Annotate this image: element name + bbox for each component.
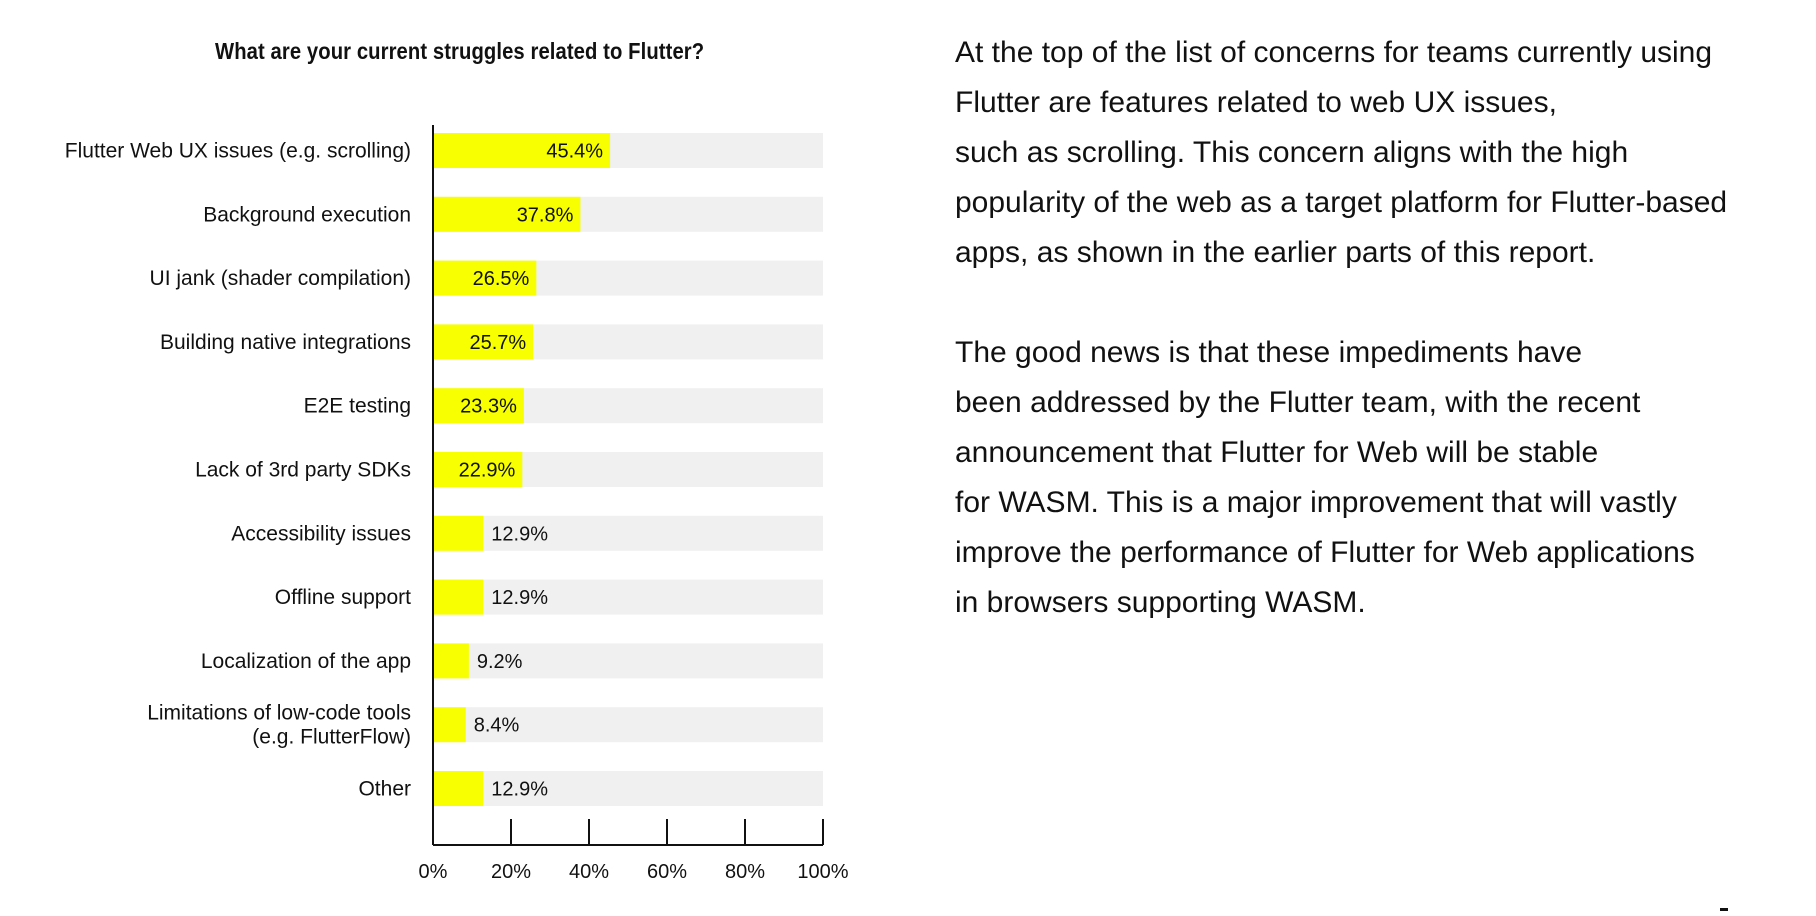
- commentary-line: been addressed by the Flutter team, with…: [955, 386, 1641, 419]
- category-label: Other: [358, 778, 411, 801]
- bar-value-label: 37.8%: [517, 204, 574, 226]
- commentary-line: The good news is that these impediments …: [955, 336, 1583, 369]
- bar: [433, 707, 466, 743]
- bar-value-label: 12.9%: [491, 587, 548, 609]
- bar-value-label: 23.3%: [460, 396, 517, 418]
- bar-value-label: 45.4%: [546, 141, 603, 163]
- bar-value-label: 8.4%: [474, 715, 520, 737]
- bar: [433, 388, 524, 424]
- category-label: E2E testing: [304, 395, 411, 418]
- bar: [433, 260, 537, 296]
- category-label: (e.g. FlutterFlow): [252, 726, 411, 749]
- category-label: Accessibility issues: [231, 522, 411, 545]
- bar: [433, 579, 484, 615]
- commentary-line: improve the performance of Flutter for W…: [955, 536, 1695, 569]
- commentary-line: in browsers supporting WASM.: [955, 586, 1366, 619]
- bar-track: [433, 707, 823, 743]
- category-label: Offline support: [275, 586, 411, 609]
- bar-value-label: 22.9%: [459, 460, 516, 482]
- commentary-text: At the top of the list of concerns for t…: [955, 28, 1815, 678]
- x-tick-label: 0%: [419, 861, 448, 883]
- commentary-line: popularity of the web as a target platfo…: [955, 186, 1728, 219]
- x-tick-label: 100%: [797, 861, 848, 883]
- commentary-line: for WASM. This is a major improvement th…: [955, 486, 1677, 519]
- bar-track: [433, 579, 823, 615]
- x-tick-label: 80%: [725, 861, 765, 883]
- category-label: Localization of the app: [201, 650, 411, 673]
- commentary-line: apps, as shown in the earlier parts of t…: [955, 236, 1596, 269]
- page-corner-mark: [1720, 908, 1728, 911]
- commentary-line: such as scrolling. This concern aligns w…: [955, 136, 1629, 169]
- category-label: Flutter Web UX issues (e.g. scrolling): [65, 140, 411, 163]
- bar: [433, 133, 611, 168]
- commentary-line: Flutter are features related to web UX i…: [955, 86, 1557, 119]
- bar: [433, 196, 581, 232]
- category-label: Building native integrations: [160, 331, 411, 354]
- bar-value-label: 26.5%: [473, 268, 530, 290]
- category-label: Background execution: [203, 203, 411, 226]
- commentary-line: announcement that Flutter for Web will b…: [955, 436, 1599, 469]
- bar-track: [433, 771, 823, 806]
- x-tick-label: 40%: [569, 861, 609, 883]
- bar-value-label: 25.7%: [470, 332, 527, 354]
- bar: [433, 515, 484, 551]
- chart-title: What are your current struggles related …: [215, 38, 705, 64]
- category-label: UI jank (shader compilation): [150, 267, 411, 290]
- x-tick-label: 20%: [491, 861, 531, 883]
- bar-track: [433, 643, 823, 679]
- commentary-paragraph: The good news is that these impediments …: [955, 328, 1815, 628]
- category-label: Limitations of low-code tools: [147, 702, 411, 725]
- category-label: Lack of 3rd party SDKs: [195, 459, 411, 482]
- bar: [433, 324, 534, 360]
- bar-value-label: 12.9%: [491, 779, 548, 801]
- commentary-paragraph: At the top of the list of concerns for t…: [955, 28, 1815, 278]
- bar-value-label: 12.9%: [491, 523, 548, 545]
- bar-value-label: 9.2%: [477, 651, 523, 673]
- bar: [433, 452, 523, 487]
- bar-track: [433, 515, 823, 551]
- commentary-line: At the top of the list of concerns for t…: [955, 36, 1713, 69]
- bar: [433, 643, 469, 679]
- bar-chart: 45.4% Flutter Web UX issues (e.g. scrolli…: [65, 125, 849, 883]
- bar: [433, 771, 484, 806]
- x-tick-label: 60%: [647, 861, 687, 883]
